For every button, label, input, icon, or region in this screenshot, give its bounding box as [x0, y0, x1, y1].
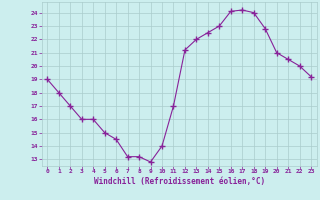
X-axis label: Windchill (Refroidissement éolien,°C): Windchill (Refroidissement éolien,°C) — [94, 177, 265, 186]
